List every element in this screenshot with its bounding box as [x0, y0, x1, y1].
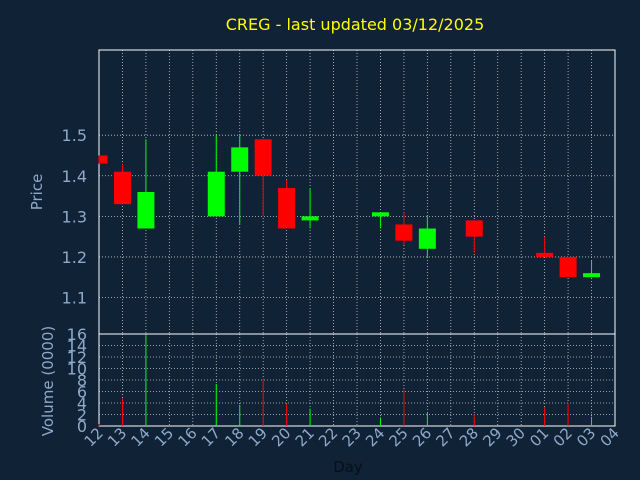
x-tick-label: 03: [573, 424, 599, 450]
x-tick-label: 27: [432, 424, 458, 450]
candles-series: [98, 135, 601, 278]
x-tick-label: 13: [104, 424, 130, 450]
x-tick-label: 17: [198, 424, 224, 450]
volume-grid: [99, 333, 615, 427]
price-grid: [99, 50, 615, 334]
x-tick-label: 30: [503, 424, 529, 450]
candle-body: [137, 192, 155, 229]
price-tick-label: 1.4: [62, 167, 87, 186]
candle-body: [371, 212, 389, 217]
x-tick-label: 02: [550, 424, 576, 450]
x-tick-label: 23: [339, 424, 365, 450]
volume-plot-frame: [98, 333, 616, 427]
candle-body: [536, 252, 554, 257]
price-tick-label: 1.3: [62, 207, 87, 226]
price-tick-label: 1.1: [62, 288, 87, 307]
x-tick-label: 04: [597, 424, 623, 450]
chart-title: CREG - last updated 03/12/2025: [226, 15, 485, 34]
candle-body: [254, 139, 272, 176]
price-tick-label: 1.5: [62, 126, 87, 145]
volume-tick-label: 8: [77, 371, 87, 390]
candle-body: [418, 228, 436, 249]
volume-tick-label: 16: [67, 325, 87, 344]
candle-body: [301, 216, 319, 221]
x-tick-label: 29: [479, 424, 505, 450]
candle-body: [465, 220, 483, 237]
y-axis-label: Price: [28, 174, 46, 211]
x-tick-label: 24: [362, 424, 388, 450]
x-axis-label: Day: [333, 458, 363, 476]
volume-tick-label: 14: [67, 337, 87, 356]
candle-body: [278, 187, 296, 229]
x-axis: 1213141516171819202122232425262728293001…: [81, 424, 623, 450]
volume-series: [98, 335, 593, 426]
candle-body: [395, 224, 413, 241]
x-tick-label: 15: [151, 424, 177, 450]
candle-body: [113, 171, 131, 205]
volume-tick-label: 0: [77, 417, 87, 436]
volume-tick-label: 10: [67, 360, 87, 379]
x-tick-label: 20: [268, 424, 294, 450]
x-tick-label: 01: [526, 424, 552, 450]
price-axis: 1.1 1.2 1.3 1.4 1.5: [62, 126, 87, 307]
x-tick-label: 21: [292, 424, 318, 450]
price-tick-label: 1.2: [62, 248, 87, 267]
candle-body: [207, 171, 225, 217]
candle-body: [583, 273, 601, 278]
x-tick-label: 25: [386, 424, 412, 450]
x-tick-label: 28: [456, 424, 482, 450]
x-tick-label: 22: [315, 424, 341, 450]
x-tick-label: 26: [409, 424, 435, 450]
candle-body: [99, 155, 108, 164]
x-tick-label: 14: [128, 424, 154, 450]
volume-tick-label: 2: [77, 406, 87, 425]
volume-tick-label: 4: [77, 394, 87, 413]
x-tick-label: 16: [174, 424, 200, 450]
candle-body: [231, 147, 249, 172]
x-tick-label: 18: [221, 424, 247, 450]
volume-tick-label: 6: [77, 383, 87, 402]
candle-body: [559, 256, 577, 278]
volume-tick-label: 12: [67, 348, 87, 367]
x-tick-label: 19: [245, 424, 271, 450]
volume-axis-label: Volume (0000): [39, 326, 57, 436]
